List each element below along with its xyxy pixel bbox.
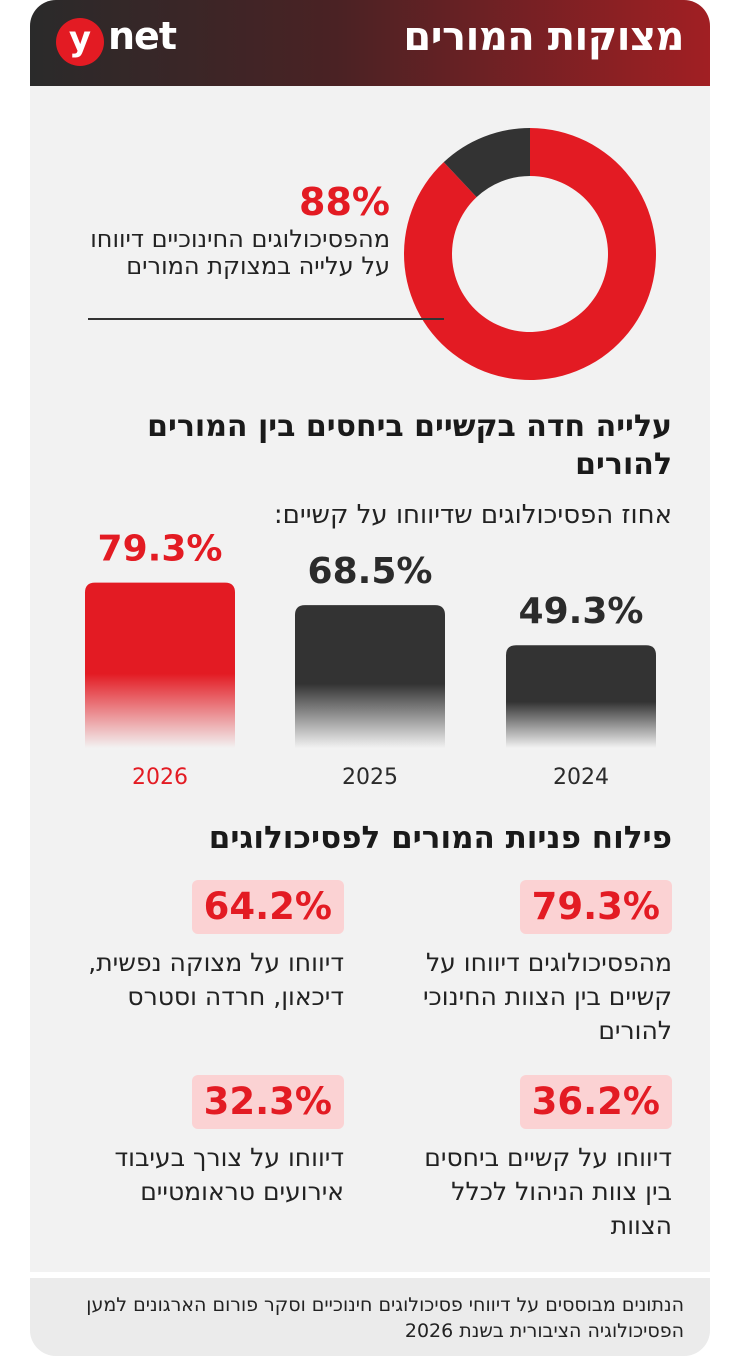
donut-value-label: 88%: [299, 180, 390, 224]
bar-value-label-2026: 79.3%: [98, 530, 223, 570]
logo-y-circle: y: [56, 18, 104, 66]
x-tick-label-2025: 2025: [342, 765, 398, 790]
bar-value-label-2024: 49.3%: [519, 591, 644, 632]
donut-chart: [403, 128, 656, 380]
logo-net-text: net: [108, 14, 177, 58]
x-tick-label-2024: 2024: [553, 765, 609, 790]
bar-chart-subtitle: אחוז הפסיכולוגים שדיווחו על קשיים:: [273, 500, 672, 530]
x-tick-label-2026: 2026: [132, 765, 188, 790]
bar-2026: [85, 582, 235, 748]
bar-value-label-2025: 68.5%: [308, 551, 433, 592]
footer: הנתונים מבוססים על דיווחי פסיכולוגים חינ…: [30, 1272, 710, 1356]
bar-2025: [295, 605, 445, 748]
header-title: מצוקות המורים: [403, 14, 684, 60]
referral-value-badge: 64.2%: [191, 880, 344, 934]
ynet-logo: y net: [56, 14, 196, 68]
referral-description: דיווחו על קשיים ביחסים בין צוות הניהול ל…: [424, 1143, 672, 1240]
donut-slice-2: [443, 128, 530, 198]
callout-line: [88, 318, 444, 320]
donut-slice-1: [403, 128, 656, 380]
referral-description: מהפסיכולוגים דיווחו על קשיים בין הצוות ה…: [422, 948, 672, 1045]
referral-value-badge: 36.2%: [519, 1075, 672, 1129]
referral-description: דיווחו על צורך בעיבוד אירועים טראומטיים: [114, 1143, 345, 1206]
header-bar: מצוקות המורים y net: [30, 0, 710, 86]
bar-chart-title: עלייה חדה בקשיים ביחסים בין המורים להורי…: [147, 409, 672, 482]
referral-value-badge: 79.3%: [519, 880, 672, 934]
footer-source-note: הנתונים מבוססים על דיווחי פסיכולוגים חינ…: [86, 1294, 684, 1342]
referrals-title: פילוח פניות המורים לפסיכולוגים: [208, 820, 672, 856]
donut-description: מהפסיכולוגים החינוכיים דיווחו על עלייה ב…: [90, 225, 390, 280]
referral-description: דיווחו על מצוקה נפשית, דיכאון, חרדה וסטר…: [88, 948, 344, 1011]
bar-chart: 49.3% 2024 68.5% 2025 79.3% 2026: [85, 530, 656, 790]
infographic-card: מצוקות המורים y net 88% מהפסיכולוגים החי…: [30, 0, 710, 1356]
bar-2024: [506, 645, 656, 748]
referral-value-badge: 32.3%: [191, 1075, 344, 1129]
